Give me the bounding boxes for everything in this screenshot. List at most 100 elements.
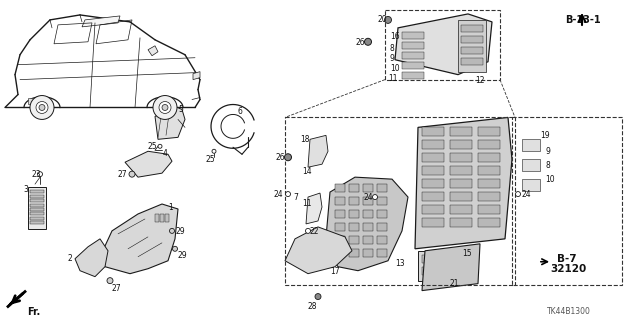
Circle shape <box>385 16 392 23</box>
Text: 12: 12 <box>475 76 484 85</box>
Polygon shape <box>148 46 158 56</box>
Bar <box>363 236 373 244</box>
Bar <box>450 192 472 201</box>
Circle shape <box>30 95 54 119</box>
Text: 18: 18 <box>300 135 310 145</box>
Bar <box>440 255 453 263</box>
Bar <box>450 140 472 149</box>
Bar <box>377 210 387 218</box>
Bar <box>522 179 540 191</box>
Polygon shape <box>422 244 480 291</box>
Text: TK44B1300: TK44B1300 <box>547 307 591 315</box>
Bar <box>165 214 169 222</box>
Text: 24: 24 <box>363 193 372 202</box>
Text: 8: 8 <box>390 44 395 53</box>
Text: 6: 6 <box>238 108 243 116</box>
Bar <box>377 249 387 257</box>
Text: 7: 7 <box>293 193 298 202</box>
Bar <box>478 140 500 149</box>
Circle shape <box>36 101 48 114</box>
Bar <box>30 217 44 220</box>
Polygon shape <box>193 72 200 80</box>
Text: 26: 26 <box>356 38 365 47</box>
Bar <box>377 236 387 244</box>
Bar <box>461 25 483 32</box>
Polygon shape <box>285 227 352 274</box>
Text: 23: 23 <box>32 170 42 179</box>
Bar <box>478 192 500 201</box>
Bar <box>478 153 500 162</box>
Bar <box>30 199 44 202</box>
Circle shape <box>129 171 135 177</box>
Bar <box>28 98 40 103</box>
Bar <box>335 223 345 231</box>
Bar <box>349 184 359 192</box>
Bar <box>30 195 44 197</box>
Polygon shape <box>8 300 14 307</box>
Bar <box>478 179 500 188</box>
Text: 22: 22 <box>310 227 319 236</box>
Text: 5: 5 <box>178 106 183 115</box>
Polygon shape <box>82 16 120 27</box>
Bar <box>450 218 472 227</box>
Bar <box>458 267 471 275</box>
Text: 26: 26 <box>276 153 285 162</box>
Bar <box>377 184 387 192</box>
Bar <box>458 20 486 72</box>
Circle shape <box>39 105 45 110</box>
Text: 10: 10 <box>390 64 399 73</box>
Text: 8: 8 <box>545 161 550 170</box>
Bar <box>363 184 373 192</box>
Bar <box>450 153 472 162</box>
Bar <box>422 255 435 263</box>
Text: Fr.: Fr. <box>27 307 40 316</box>
Bar <box>450 166 472 175</box>
Polygon shape <box>415 117 512 249</box>
Text: 11: 11 <box>388 74 397 83</box>
Bar <box>363 197 373 205</box>
Bar <box>363 223 373 231</box>
Text: 25: 25 <box>205 155 214 164</box>
Bar <box>450 205 472 214</box>
Text: B-13-1: B-13-1 <box>565 15 600 25</box>
Circle shape <box>285 192 291 197</box>
Bar <box>30 212 44 215</box>
Circle shape <box>159 101 171 114</box>
Text: 10: 10 <box>545 175 555 184</box>
Text: 1: 1 <box>168 203 173 212</box>
Circle shape <box>38 172 42 177</box>
Bar <box>385 10 500 80</box>
Bar <box>402 42 424 49</box>
Bar <box>363 249 373 257</box>
Bar <box>377 197 387 205</box>
Text: 17: 17 <box>330 267 340 276</box>
Bar <box>285 117 515 285</box>
Text: 19: 19 <box>540 131 550 140</box>
Bar <box>349 249 359 257</box>
Bar <box>349 223 359 231</box>
Text: B-7: B-7 <box>557 254 577 264</box>
Circle shape <box>315 293 321 300</box>
Bar <box>335 236 345 244</box>
Text: 25: 25 <box>148 142 157 151</box>
Bar <box>478 127 500 136</box>
Polygon shape <box>308 135 328 167</box>
Circle shape <box>212 149 216 153</box>
Text: 3: 3 <box>23 185 28 194</box>
Bar <box>450 179 472 188</box>
Bar <box>402 72 424 78</box>
Bar <box>478 218 500 227</box>
Polygon shape <box>125 151 172 177</box>
Bar <box>28 187 46 229</box>
Text: 11: 11 <box>302 199 312 208</box>
Polygon shape <box>325 177 408 271</box>
Bar <box>30 221 44 225</box>
Text: 16: 16 <box>390 32 399 41</box>
Bar <box>418 251 476 281</box>
Bar <box>461 47 483 54</box>
Text: 29: 29 <box>175 227 184 236</box>
Bar <box>335 249 345 257</box>
Bar <box>440 267 453 275</box>
Circle shape <box>173 246 177 251</box>
Text: 9: 9 <box>545 147 550 156</box>
